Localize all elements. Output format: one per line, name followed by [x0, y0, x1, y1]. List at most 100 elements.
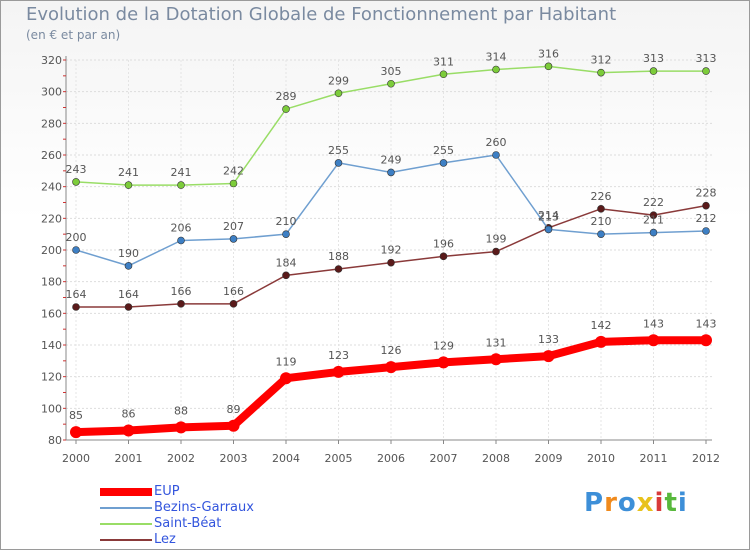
data-label-saint-b-at: 316: [538, 47, 559, 60]
data-label-bezins-garraux: 210: [591, 215, 612, 228]
data-point-saint-b-at: [439, 70, 448, 79]
data-label-saint-b-at: 242: [223, 165, 244, 178]
data-label-lez: 222: [643, 196, 664, 209]
data-point-eup: [280, 372, 292, 385]
legend-swatch-bezins-garraux: [100, 507, 152, 509]
x-tick-label: 2012: [692, 452, 720, 465]
data-label-saint-b-at: 313: [696, 52, 717, 65]
data-point-lez: [439, 252, 448, 261]
data-label-bezins-garraux: 190: [118, 247, 139, 260]
x-tick-label: 2004: [272, 452, 300, 465]
data-label-eup: 133: [538, 333, 559, 346]
data-label-saint-b-at: 313: [643, 52, 664, 65]
chart-title: Evolution de la Dotation Globale de Fonc…: [26, 4, 617, 25]
y-tick-label: 220: [41, 212, 62, 225]
data-point-saint-b-at: [544, 62, 553, 71]
data-point-eup: [332, 365, 345, 378]
data-label-bezins-garraux: 207: [223, 220, 244, 233]
data-point-bezins-garraux: [387, 168, 395, 177]
data-label-eup: 142: [591, 319, 612, 332]
data-point-saint-b-at: [492, 65, 500, 74]
data-label-lez: 192: [381, 244, 402, 257]
data-point-saint-b-at: [334, 89, 343, 98]
data-label-saint-b-at: 305: [381, 65, 402, 78]
data-point-saint-b-at: [702, 67, 710, 75]
data-point-saint-b-at: [387, 79, 395, 88]
data-point-bezins-garraux: [597, 230, 605, 238]
data-label-saint-b-at: 314: [486, 51, 507, 64]
logo-letter: r: [604, 488, 618, 518]
data-point-saint-b-at: [597, 68, 605, 77]
y-tick-label: 240: [41, 181, 62, 194]
data-point-eup: [122, 424, 135, 437]
data-label-bezins-garraux: 212: [696, 212, 717, 225]
data-label-bezins-garraux: 210: [276, 215, 297, 228]
data-point-lez: [334, 265, 343, 273]
data-point-lez: [649, 211, 658, 219]
data-label-bezins-garraux: 255: [328, 144, 349, 157]
data-label-eup: 143: [696, 317, 717, 330]
data-label-bezins-garraux: 260: [486, 136, 507, 149]
legend-label-lez: Lez: [154, 532, 176, 547]
proxiti-logo: Proxiti: [584, 488, 688, 518]
data-label-bezins-garraux: 211: [643, 214, 664, 227]
x-tick-label: 2011: [640, 452, 668, 465]
logo-letter: o: [617, 488, 637, 518]
x-tick-label: 2001: [115, 452, 143, 465]
y-tick-label: 260: [41, 149, 62, 162]
data-label-lez: 166: [223, 285, 244, 298]
data-point-saint-b-at: [282, 105, 290, 113]
data-point-eup: [70, 426, 82, 439]
data-point-bezins-garraux: [124, 262, 133, 270]
y-tick-label: 320: [41, 54, 62, 67]
data-point-eup: [595, 335, 607, 348]
data-point-lez: [597, 205, 605, 213]
data-point-lez: [177, 300, 185, 308]
data-point-bezins-garraux: [229, 235, 238, 243]
data-label-bezins-garraux: 206: [171, 222, 192, 235]
data-point-bezins-garraux: [544, 225, 553, 234]
logo-letter: i: [677, 488, 688, 518]
data-point-saint-b-at: [124, 181, 133, 189]
data-point-bezins-garraux: [649, 228, 658, 237]
data-point-bezins-garraux: [439, 159, 448, 167]
data-label-eup: 123: [328, 349, 349, 362]
data-point-bezins-garraux: [492, 151, 500, 159]
y-tick-label: 100: [41, 402, 62, 415]
data-point-lez: [492, 247, 500, 256]
data-point-bezins-garraux: [177, 236, 185, 245]
data-label-eup: 126: [381, 344, 402, 357]
data-point-saint-b-at: [229, 179, 238, 188]
data-label-saint-b-at: 312: [591, 54, 612, 67]
data-point-saint-b-at: [177, 181, 185, 189]
data-label-eup: 131: [486, 336, 507, 349]
data-point-eup: [490, 353, 502, 366]
x-tick-label: 2010: [587, 452, 615, 465]
data-label-eup: 143: [643, 317, 664, 330]
x-tick-label: 2008: [482, 452, 510, 465]
data-point-eup: [175, 421, 187, 434]
data-label-eup: 88: [174, 404, 188, 417]
data-point-lez: [124, 303, 133, 311]
legend-label-saint-b-at: Saint-Béat: [154, 516, 222, 531]
legend-swatch-saint-b-at: [100, 523, 152, 525]
data-label-lez: 228: [696, 187, 717, 200]
data-label-lez: 226: [591, 190, 612, 203]
data-point-eup: [542, 350, 555, 363]
data-label-lez: 199: [486, 233, 507, 246]
x-tick-label: 2005: [325, 452, 353, 465]
x-tick-label: 2002: [167, 452, 195, 465]
data-point-lez: [72, 303, 80, 311]
data-point-bezins-garraux: [334, 159, 343, 167]
data-label-saint-b-at: 243: [66, 163, 87, 176]
data-label-bezins-garraux: 255: [433, 144, 454, 157]
data-label-eup: 86: [122, 408, 136, 421]
data-label-lez: 184: [276, 256, 297, 269]
data-label-lez: 196: [433, 237, 454, 250]
data-label-lez: 164: [118, 288, 139, 301]
data-point-eup: [227, 419, 240, 432]
data-point-saint-b-at: [649, 67, 658, 75]
data-label-eup: 85: [69, 409, 83, 422]
x-tick-label: 2000: [62, 452, 90, 465]
y-tick-label: 80: [48, 434, 62, 447]
